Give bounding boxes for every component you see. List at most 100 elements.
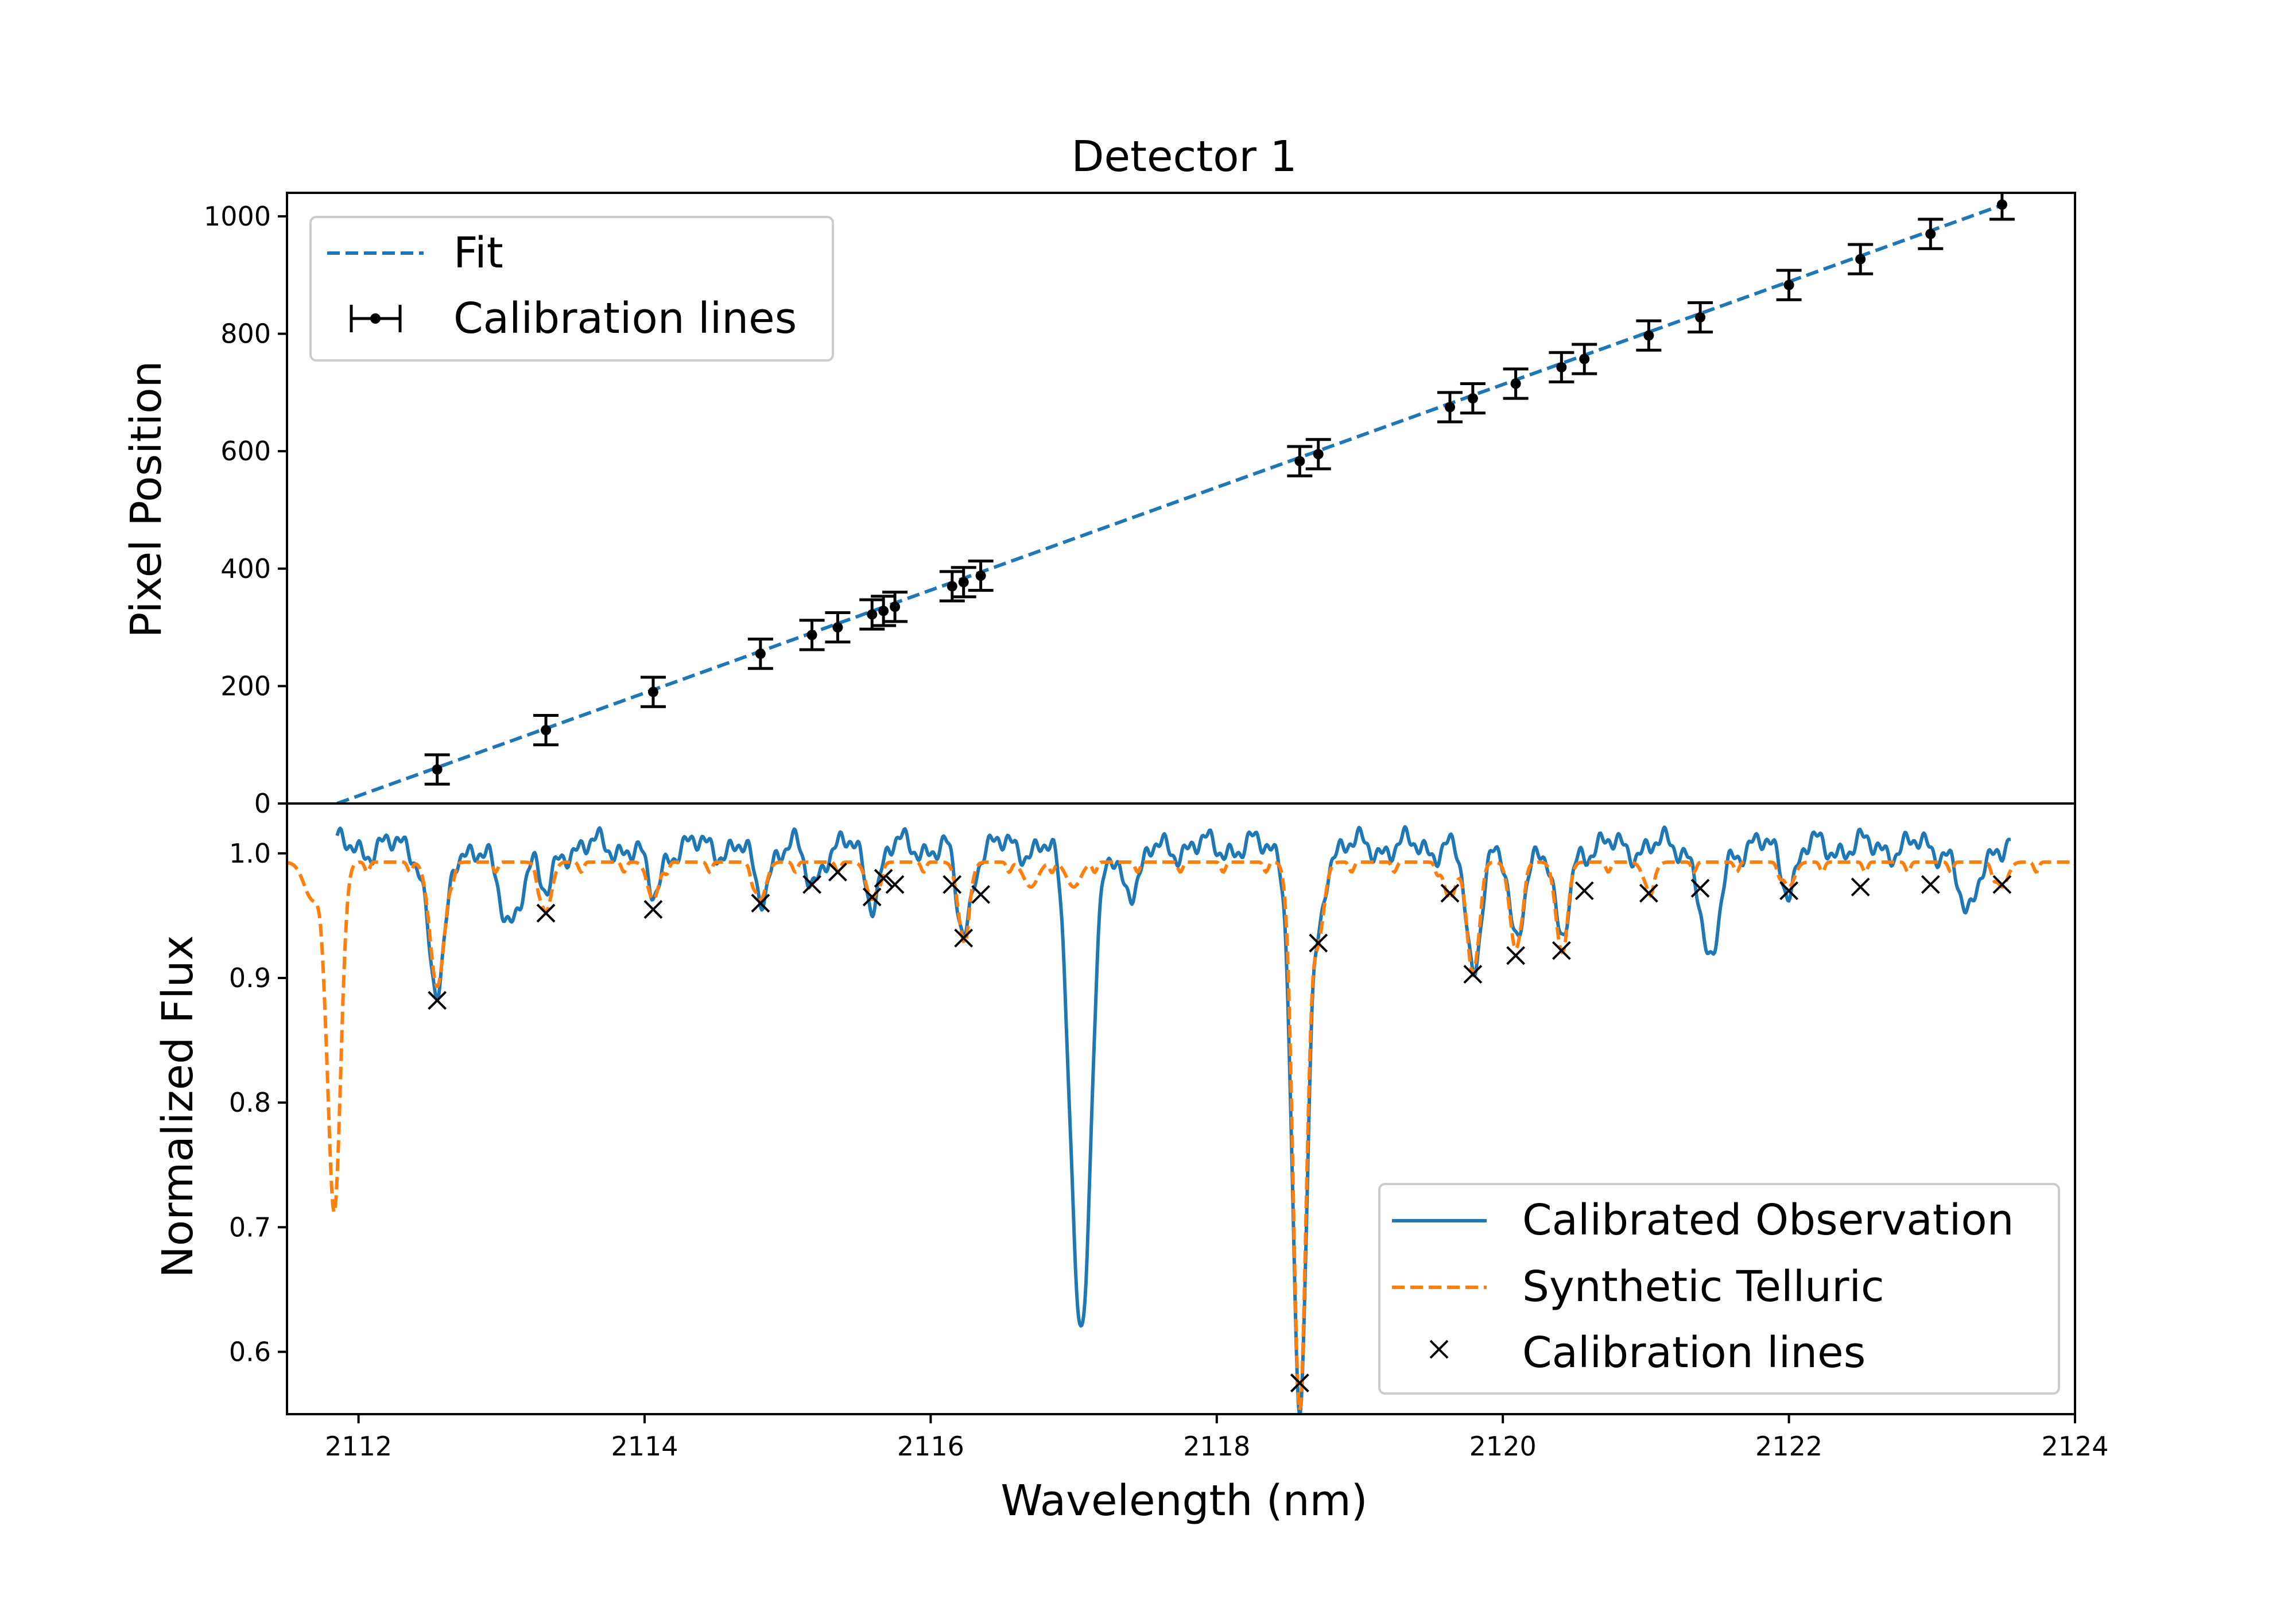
- fit-line: [336, 203, 2004, 804]
- calibration-dot: [947, 581, 957, 592]
- top-y-tick-label: 0: [254, 788, 271, 819]
- calibration-x-marker: [954, 929, 974, 948]
- legend-calibration-x-label: Calibration lines: [1522, 1328, 1865, 1377]
- calibration-point: [1572, 343, 1597, 375]
- calibration-x-marker: [1690, 879, 1710, 898]
- calibration-x-marker: [1506, 946, 1526, 965]
- calibration-dot: [806, 630, 817, 641]
- calibration-point: [640, 676, 666, 708]
- bottom-y-tick-label: 0.6: [229, 1336, 271, 1367]
- bottom-y-tick-label: 1.0: [229, 838, 271, 869]
- calibration-point: [882, 591, 908, 623]
- calibration-dot: [432, 764, 443, 775]
- calibration-point: [1305, 438, 1331, 471]
- calibration-point: [1918, 218, 1944, 250]
- calibration-dot: [1467, 393, 1478, 404]
- top-y-tick-label: 1000: [204, 201, 271, 232]
- calibration-x-marker: [862, 887, 882, 907]
- calibration-dot: [755, 649, 766, 659]
- calibration-point: [747, 638, 773, 670]
- x-tick-label: 2114: [611, 1431, 678, 1462]
- calibration-dot: [867, 609, 878, 620]
- top-panel: Detector 1 Pixel Position 0 200 400 600 800 1…: [122, 132, 2076, 819]
- calibration-x-marker: [1463, 965, 1483, 984]
- calibration-dot: [1313, 449, 1324, 460]
- calibration-dot: [1855, 254, 1866, 265]
- calibration-point: [939, 570, 965, 603]
- x-tick-label: 2116: [897, 1431, 964, 1462]
- calibration-x-marker: [1851, 878, 1870, 896]
- top-y-ticks: 0 200 400 600 800 1000: [204, 201, 287, 819]
- calibration-x-marker: [536, 903, 556, 923]
- calibration-point: [533, 714, 559, 747]
- bottom-y-tick-label: 0.9: [229, 962, 271, 993]
- calibration-dot: [1783, 280, 1794, 290]
- top-plot-area: [336, 193, 2015, 804]
- telluric-line: [287, 860, 2075, 1411]
- calibration-point: [1636, 319, 1662, 352]
- top-y-tick-label: 800: [220, 319, 271, 350]
- calibration-dot: [647, 686, 658, 697]
- calibration-x-marker: [1309, 933, 1328, 953]
- bottom-legend-box: [1378, 1183, 2060, 1395]
- calibration-x-marker: [643, 900, 663, 919]
- calibration-dot: [958, 577, 969, 588]
- bottom-y-axis-label: Normalized Flux: [153, 936, 203, 1278]
- top-legend-box: [309, 216, 834, 362]
- calibration-x-marker: [1574, 881, 1594, 900]
- top-y-tick-label: 200: [220, 670, 271, 701]
- bottom-y-tick-label: 0.8: [229, 1087, 271, 1118]
- legend-calibration-x-marker: [1429, 1340, 1449, 1359]
- calibration-point: [1287, 445, 1313, 478]
- calibration-dot: [1294, 456, 1305, 467]
- chart-title: Detector 1: [1071, 132, 1297, 181]
- top-y-tick-label: 600: [220, 436, 271, 467]
- calibration-x-marker: [1290, 1373, 1309, 1393]
- x-tick-label: 2120: [1469, 1431, 1537, 1462]
- bottom-y-ticks: 0.6 0.7 0.8 0.9 1.0: [229, 838, 287, 1367]
- calibration-point: [859, 598, 885, 631]
- legend-fit-label: Fit: [453, 228, 503, 278]
- legend-telluric-label: Synthetic Telluric: [1522, 1262, 1884, 1311]
- calibration-dot: [975, 570, 986, 581]
- x-tick-label: 2118: [1183, 1431, 1250, 1462]
- bottom-panel: Normalized Flux 0.6 0.7 0.8 0.9 1.0 2112 2114…: [153, 802, 2109, 1526]
- calibration-point: [1460, 382, 1486, 415]
- calibration-x-marker: [802, 875, 821, 894]
- x-axis-label: Wavelength (nm): [1000, 1476, 1367, 1526]
- legend-calibration-errorbar-marker: [350, 305, 402, 332]
- calibration-point: [968, 559, 994, 592]
- calibration-point: [1549, 351, 1574, 383]
- calibration-x-marker: [1921, 875, 1940, 894]
- calibration-x-marker: [874, 868, 893, 888]
- calibration-dot: [1643, 330, 1654, 341]
- calibration-x-marker: [1440, 883, 1460, 903]
- x-tick-label: 2124: [2041, 1431, 2108, 1462]
- calibration-dot: [890, 601, 901, 612]
- calibration-x-marker: [885, 875, 905, 894]
- calibration-dot: [1556, 362, 1567, 372]
- calibration-x-marker: [1779, 881, 1799, 900]
- observation-line: [335, 825, 2011, 1414]
- calibration-x-marker: [828, 863, 847, 882]
- calibration-point: [1503, 367, 1529, 400]
- top-y-tick-label: 400: [220, 553, 271, 584]
- bottom-axes-frame: [286, 802, 2076, 1415]
- calibration-x-marker: [943, 875, 962, 894]
- calibration-point: [799, 619, 825, 651]
- calibration-dot: [878, 605, 889, 616]
- calibration-dot: [832, 622, 843, 633]
- bottom-x-ticks: 2112 2114 2116 2118 2120 2122 2124: [325, 1414, 2109, 1462]
- x-tick-label: 2122: [1755, 1431, 1822, 1462]
- calibration-dot: [1925, 228, 1936, 239]
- calibration-point: [1989, 193, 2015, 221]
- calibration-point: [424, 753, 450, 786]
- calibration-dot: [1444, 402, 1455, 413]
- calibration-point: [1688, 301, 1713, 333]
- calibration-point: [1437, 391, 1463, 424]
- calibration-dot: [1579, 354, 1590, 364]
- x-tick-label: 2112: [325, 1431, 392, 1462]
- calibration-x-marker: [1552, 941, 1571, 960]
- calibration-dot: [1695, 312, 1706, 323]
